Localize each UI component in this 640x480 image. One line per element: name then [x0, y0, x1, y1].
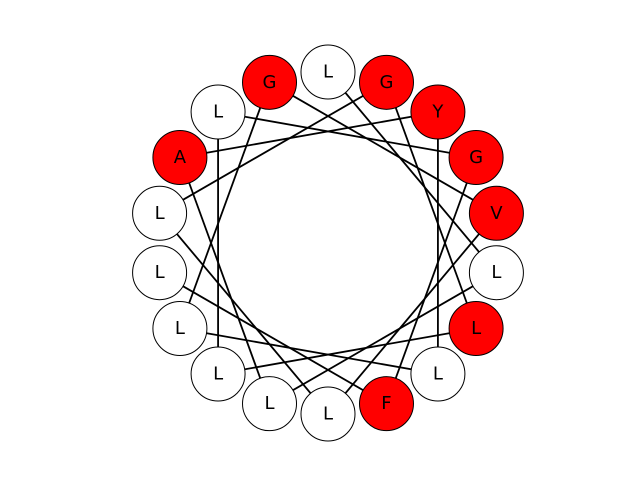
residue-label: L	[175, 318, 185, 339]
residue-circle-highlighted	[242, 54, 298, 110]
residue-label: L	[155, 203, 165, 224]
residue-node: L	[132, 185, 188, 241]
residue-circle-highlighted	[358, 376, 414, 432]
residue-node: L	[410, 346, 466, 402]
bond-line	[159, 271, 387, 405]
residue-node: L	[468, 245, 524, 301]
residue-label: L	[264, 393, 274, 414]
bond-line	[269, 81, 497, 215]
bond-line	[269, 271, 497, 405]
bond-line	[217, 111, 477, 159]
bond-line	[179, 111, 439, 159]
residue-label: L	[491, 262, 501, 283]
residue-label: V	[490, 203, 503, 224]
residue-node: L	[132, 245, 188, 301]
residue-label: G	[380, 72, 394, 93]
residue-circle	[152, 301, 208, 356]
residue-circle	[132, 245, 188, 301]
residue-label: L	[323, 62, 333, 83]
residue-node: Y	[410, 84, 466, 140]
residue-circle-highlighted	[468, 185, 524, 241]
residue-node: V	[468, 185, 524, 241]
bond-lines	[158, 71, 498, 415]
bond-line	[158, 212, 329, 415]
bond-line	[385, 157, 477, 404]
residue-node: L	[152, 301, 208, 356]
residue-circle	[190, 84, 246, 140]
residue-label: L	[433, 363, 443, 384]
residue-node: L	[190, 346, 246, 402]
residue-label: Y	[431, 102, 444, 123]
residue-node: L	[242, 376, 298, 432]
residue-node: F	[358, 376, 414, 432]
residue-node: G	[242, 54, 298, 110]
bond-line	[385, 82, 477, 329]
residue-circle	[190, 346, 246, 402]
residue-label: L	[213, 102, 223, 123]
bond-line	[179, 157, 271, 404]
residue-node: G	[448, 130, 504, 185]
bond-line	[159, 81, 387, 215]
bond-line	[179, 327, 439, 375]
residue-node: L	[190, 84, 246, 140]
bond-line	[327, 212, 498, 415]
residue-circle-highlighted	[152, 130, 208, 185]
residue-circle	[300, 386, 356, 442]
residue-label: F	[381, 393, 391, 414]
residue-circle	[242, 376, 298, 432]
residue-circle	[410, 346, 466, 402]
residue-circle-highlighted	[448, 130, 504, 185]
bond-line	[179, 82, 271, 329]
residue-nodes: L G Y G V L L L F L L L L L L A L G	[132, 44, 524, 442]
residue-label: L	[471, 318, 481, 339]
residue-label: G	[469, 147, 483, 168]
residue-node: L	[300, 44, 356, 100]
bond-line	[327, 71, 498, 274]
residue-node: G	[358, 54, 414, 110]
residue-circle	[132, 185, 188, 241]
residue-circle-highlighted	[358, 54, 414, 110]
residue-circle	[468, 245, 524, 301]
residue-circle-highlighted	[410, 84, 466, 140]
residue-label: L	[323, 404, 333, 425]
bond-line	[217, 327, 477, 375]
residue-node: L	[300, 386, 356, 442]
residue-label: G	[263, 72, 277, 93]
residue-node: A	[152, 130, 208, 185]
residue-label: L	[213, 363, 223, 384]
residue-node: L	[448, 301, 504, 356]
residue-label: A	[174, 147, 187, 168]
residue-circle-highlighted	[448, 301, 504, 356]
residue-label: L	[155, 262, 165, 283]
residue-circle	[300, 44, 356, 100]
